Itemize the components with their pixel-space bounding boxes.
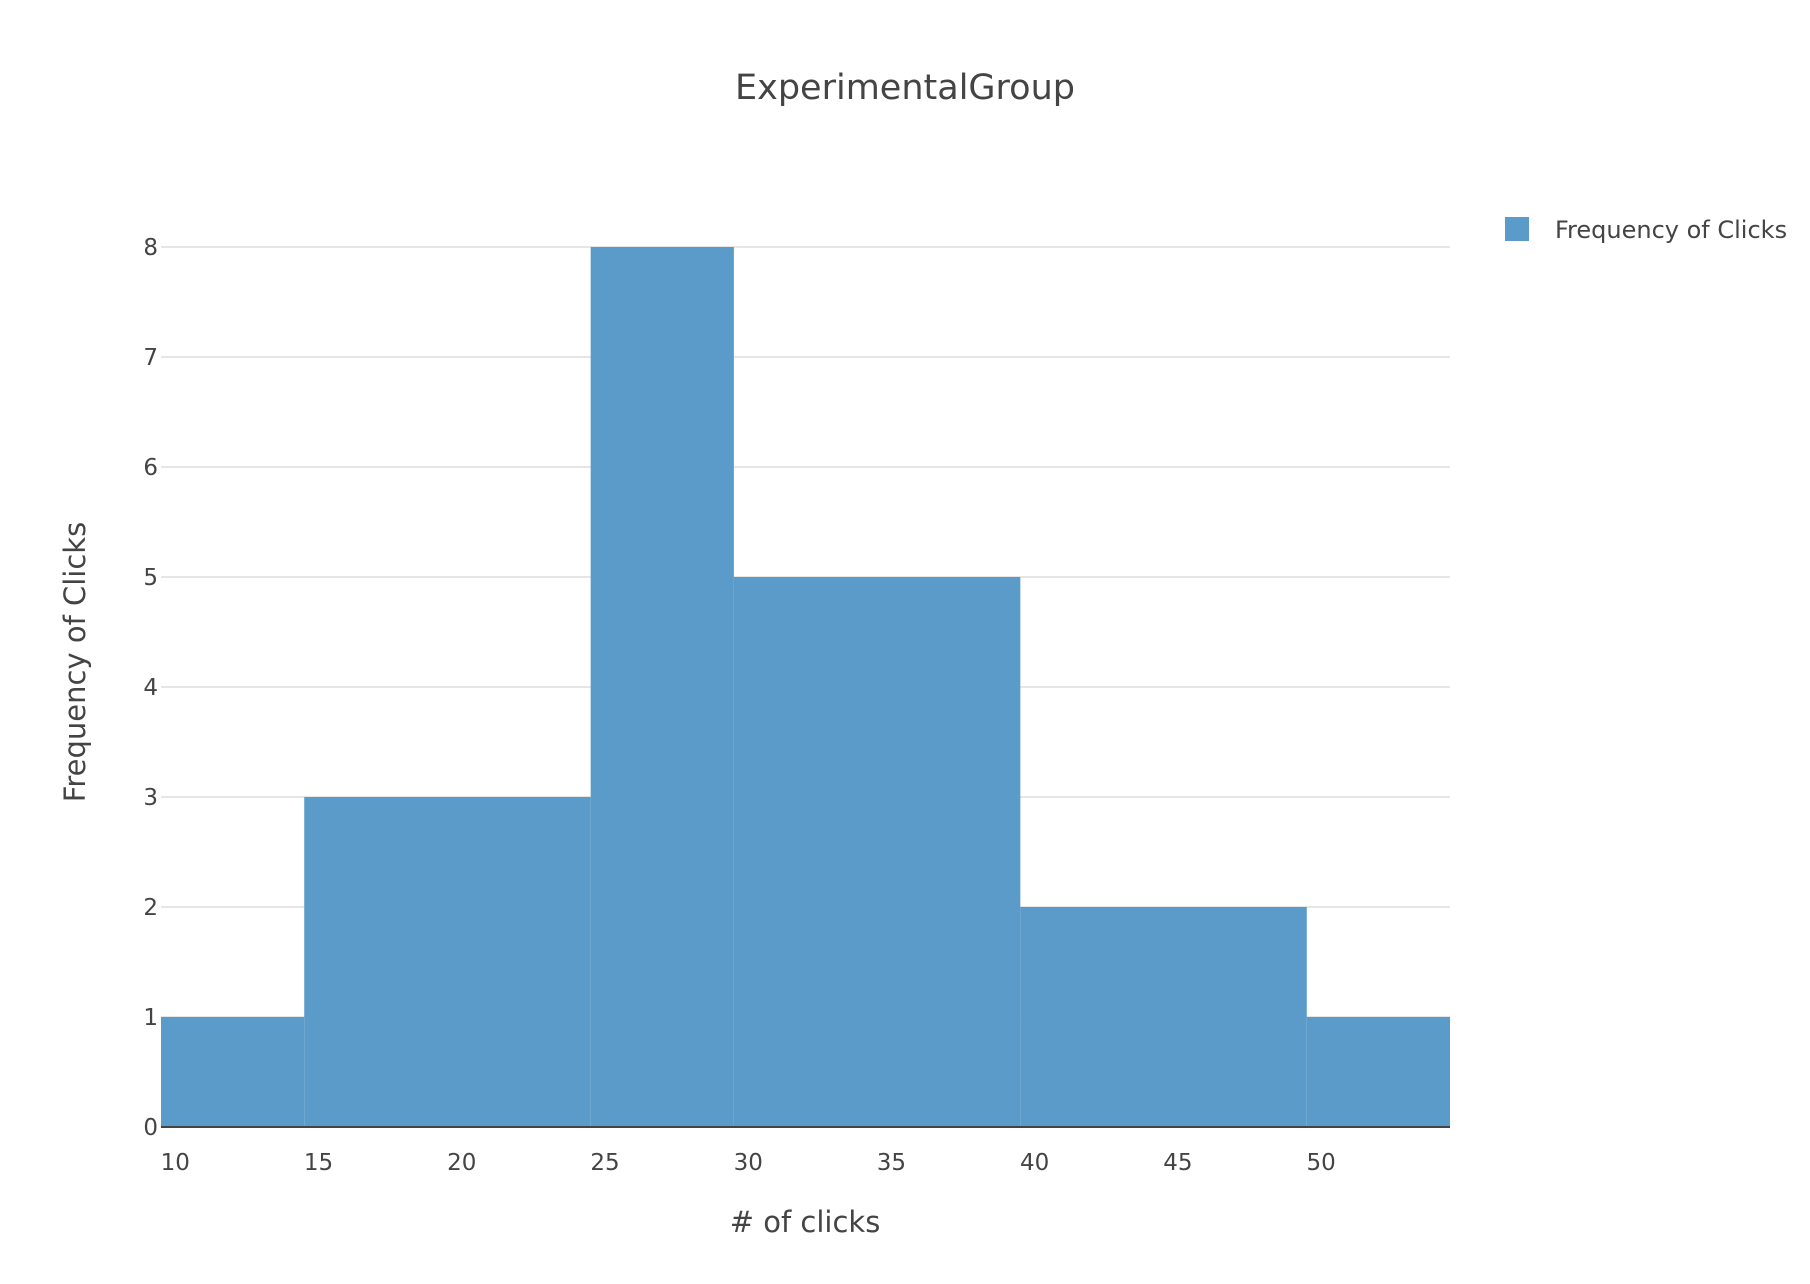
y-tick-label-3: 3 [143,785,158,811]
x-tick-label-50: 50 [1306,1150,1335,1176]
histogram-bar-5[interactable] [1306,1017,1450,1127]
x-tick-label-30: 30 [734,1150,763,1176]
y-tick-label-7: 7 [143,345,158,371]
legend-label: Frequency of Clicks [1555,216,1787,244]
x-tick-label-25: 25 [590,1150,619,1176]
y-tick-label-0: 0 [143,1115,158,1141]
y-tick-label-5: 5 [143,565,158,591]
y-tick-label-2: 2 [143,895,158,921]
x-tick-label-40: 40 [1020,1150,1049,1176]
chart-title: ExperimentalGroup [735,68,1075,108]
x-tick-label-20: 20 [447,1150,476,1176]
x-tick-label-15: 15 [304,1150,333,1176]
y-tick-label-6: 6 [143,455,158,481]
y-tick-labels: 0 1 2 3 4 5 6 7 8 [143,235,158,1141]
histogram-bar-4[interactable] [1020,907,1307,1127]
x-tick-label-10: 10 [161,1150,190,1176]
y-tick-label-4: 4 [143,675,158,701]
histogram-bar-0[interactable] [161,1017,305,1127]
x-tick-label-45: 45 [1163,1150,1192,1176]
bars-layer [161,247,1450,1127]
x-axis-title: # of clicks [730,1205,881,1239]
y-tick-label-1: 1 [143,1005,158,1031]
histogram-bar-2[interactable] [590,247,734,1127]
y-tick-label-8: 8 [143,235,158,261]
x-tick-labels: 10 15 20 25 30 35 40 45 50 [161,1150,1336,1176]
legend[interactable]: Frequency of Clicks [1505,216,1787,244]
x-tick-label-35: 35 [877,1150,906,1176]
legend-swatch[interactable] [1505,217,1529,241]
histogram-bar-1[interactable] [304,797,591,1127]
y-axis-title: Frequency of Clicks [58,522,92,802]
histogram-bar-3[interactable] [733,577,1021,1127]
